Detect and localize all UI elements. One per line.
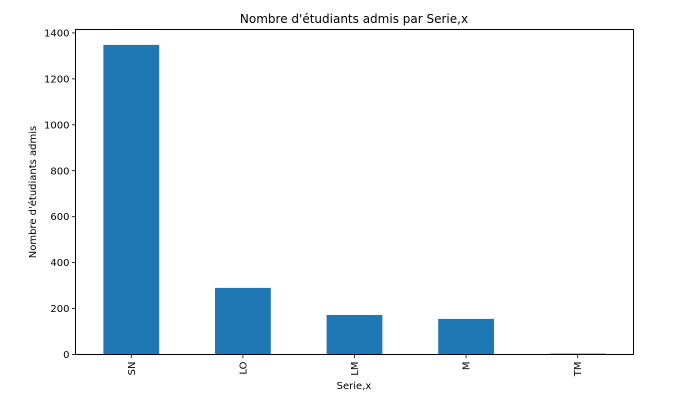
bar-lm — [326, 314, 383, 355]
bar-m — [438, 318, 494, 355]
bar-lo — [215, 287, 271, 355]
y-tick-label: 1000 — [44, 120, 69, 131]
x-axis-label: Serie,x — [337, 381, 372, 392]
y-tick-label: 800 — [50, 166, 69, 177]
bars-group — [103, 44, 606, 355]
x-axis: SN LO LM M TM — [127, 354, 584, 378]
y-tick-label: 1200 — [44, 74, 69, 85]
y-tick-label: 400 — [50, 258, 69, 269]
x-tick-label: TM — [573, 362, 584, 378]
plot-frame — [75, 29, 634, 355]
x-tick-label: LM — [350, 362, 361, 376]
chart-title: Nombre d'étudiants admis par Serie,x — [240, 12, 468, 26]
y-tick-label: 0 — [63, 350, 69, 361]
y-tick-label: 1400 — [44, 28, 69, 39]
bar-sn — [103, 44, 160, 355]
y-axis: 0 200 400 600 800 1000 1200 1400 — [44, 28, 76, 361]
x-tick-label: SN — [127, 362, 138, 376]
x-tick-label: LO — [238, 361, 249, 374]
y-tick-label: 200 — [50, 304, 69, 315]
x-tick-label: M — [462, 362, 473, 371]
y-axis-label: Nombre d'étudiants admis — [27, 126, 39, 259]
y-tick-label: 600 — [50, 212, 69, 223]
